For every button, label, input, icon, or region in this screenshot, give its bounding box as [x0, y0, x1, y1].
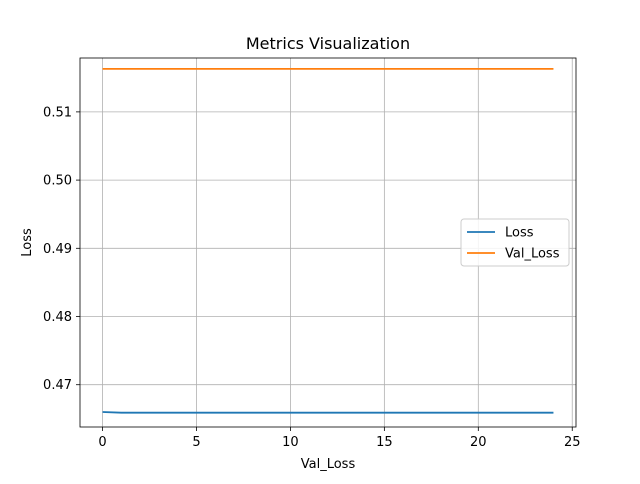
y-tick-label: 0.49 [43, 242, 72, 257]
x-tick-label: 15 [376, 435, 393, 450]
x-axis-label: Val_Loss [301, 457, 356, 472]
plot-frame [79, 57, 577, 428]
y-axis-ticks: 0.47 0.48 0.49 0.50 0.51 [43, 105, 80, 393]
y-axis-label: Loss [20, 228, 35, 257]
x-tick-label: 5 [192, 435, 200, 450]
x-tick-label: 10 [282, 435, 299, 450]
y-tick-label: 0.50 [43, 174, 72, 189]
legend-box [460, 218, 570, 267]
legend: Loss Val_Loss [460, 218, 570, 267]
y-tick-label: 0.47 [43, 378, 72, 393]
x-tick-label: 0 [98, 435, 106, 450]
y-tick-label: 0.51 [43, 105, 72, 120]
x-tick-label: 25 [564, 435, 581, 450]
legend-entry: Loss [505, 226, 534, 241]
series-lines [102, 68, 554, 414]
x-axis-ticks: 0 5 10 15 20 25 [98, 427, 581, 450]
x-tick-label: 20 [470, 435, 487, 450]
chart-title: Metrics Visualization [246, 34, 410, 53]
series-line-loss [102, 411, 554, 414]
y-tick-label: 0.48 [43, 310, 72, 325]
legend-entry: Val_Loss [505, 247, 560, 262]
